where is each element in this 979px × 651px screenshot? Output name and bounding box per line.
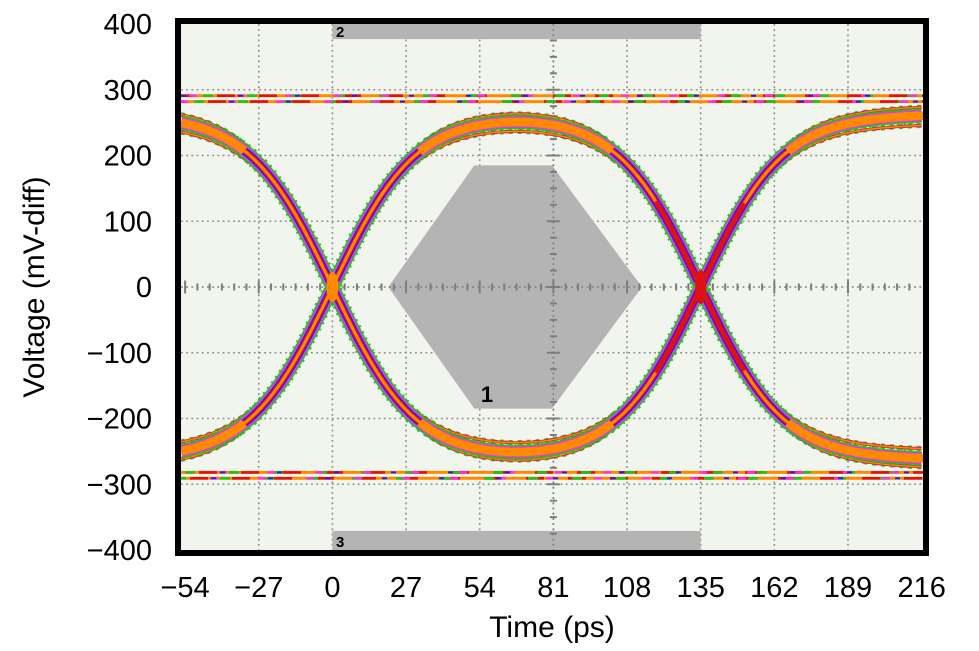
x-tick-label: 0 (324, 572, 340, 604)
mask-region-3 (332, 530, 701, 550)
y-tick-label: −100 (87, 338, 152, 370)
x-tick-label: −54 (160, 572, 209, 604)
trace-core-orange (181, 120, 923, 460)
mask-label-1: 1 (481, 382, 493, 407)
x-tick-label: −27 (234, 572, 283, 604)
right-crossing-hotspot (695, 270, 707, 304)
plot-frame (175, 18, 929, 556)
y-tick-label: 100 (104, 206, 152, 238)
y-axis-title: Voltage (mV-diff) (18, 176, 51, 397)
x-tick-label: 81 (537, 572, 569, 604)
y-tick-label: 400 (104, 9, 152, 41)
y-tick-label: 200 (104, 141, 152, 173)
y-tick-label: 0 (136, 272, 152, 304)
x-tick-label: 108 (603, 572, 651, 604)
x-axis-title: Time (ps) (489, 611, 615, 644)
y-tick-label: 300 (104, 75, 152, 107)
axis-text: Time (ps) Voltage (mV-diff) −54 −27 0 27 54 8… (18, 9, 946, 644)
x-tick-label: 162 (750, 572, 798, 604)
x-tick-label: 189 (824, 572, 872, 604)
y-tick-label: −400 (87, 535, 152, 567)
trace-core-orange (181, 114, 923, 454)
mask-label-3: 3 (336, 534, 344, 551)
y-tick-label: −200 (87, 404, 152, 436)
mask-region-2 (332, 24, 701, 40)
center-crosshair-axes (181, 24, 923, 550)
left-crossing-hotspot (326, 272, 339, 302)
eye-traces (181, 94, 923, 480)
x-tick-label: 216 (897, 572, 945, 604)
x-tick-label: 27 (390, 572, 422, 604)
x-tick-label: 54 (464, 572, 496, 604)
plot-border (175, 18, 929, 556)
y-tick-label: −300 (87, 469, 152, 501)
mask-label-2: 2 (336, 24, 344, 41)
x-tick-label: 135 (676, 572, 724, 604)
